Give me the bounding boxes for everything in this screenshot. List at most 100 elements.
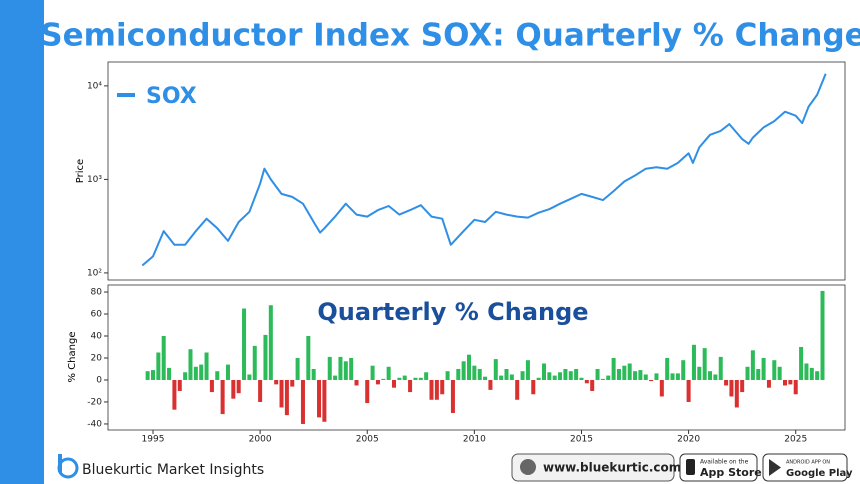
change-bar [659, 379, 664, 397]
change-bar [820, 290, 825, 380]
change-bar [247, 374, 252, 380]
change-bar [295, 357, 300, 380]
x-tick-label: 2005 [356, 435, 379, 445]
phone-icon [686, 459, 695, 475]
x-tick-label: 2000 [249, 435, 272, 445]
change-bar [397, 377, 402, 380]
google-play-button[interactable] [762, 453, 848, 482]
app-store-small: Available on the [700, 459, 749, 466]
change-bar [552, 375, 557, 380]
change-bar [472, 365, 477, 380]
change-bar [761, 357, 766, 380]
change-bar [809, 367, 814, 380]
change-bar [772, 360, 777, 380]
change-bar [236, 379, 241, 394]
app-store-big: App Store [700, 466, 762, 479]
change-bar [252, 345, 257, 380]
annotation: Quarterly % Change [317, 298, 588, 326]
change-bar [274, 379, 279, 385]
x-tick-label: 2010 [463, 435, 486, 445]
change-bar [815, 371, 820, 380]
change-bar [686, 379, 691, 402]
change-bar [145, 371, 150, 380]
change-bar [258, 379, 263, 402]
change-bar [418, 377, 423, 380]
change-bar [547, 372, 552, 380]
change-bar [381, 378, 386, 380]
change-bar [456, 368, 461, 380]
change-bar [263, 334, 268, 380]
change-bar [713, 374, 718, 380]
change-bar [327, 356, 332, 380]
change-bar [799, 347, 804, 380]
change-bar [290, 379, 295, 387]
change-bar [541, 363, 546, 380]
change-bar [317, 379, 322, 418]
change-bar [691, 344, 696, 380]
change-bar [493, 359, 498, 380]
change-bar [756, 368, 761, 380]
change-bar [708, 371, 713, 380]
change-bar [477, 368, 482, 380]
change-bar [515, 379, 520, 400]
change-bar [568, 371, 573, 380]
change-bar [729, 379, 734, 397]
price-axes [107, 61, 846, 281]
change-bar [408, 379, 413, 393]
change-bar [584, 379, 589, 384]
legend-label: SOX [146, 84, 197, 109]
change-bar [333, 375, 338, 380]
change-bar [766, 379, 771, 388]
change-bar [622, 365, 627, 380]
website-button[interactable] [511, 453, 675, 482]
change-bar [167, 367, 172, 380]
change-bar [724, 379, 729, 386]
chart-title: Semiconductor Index SOX: Quarterly % Cha… [40, 18, 860, 54]
change-bar [231, 379, 236, 399]
change-bar [161, 336, 166, 380]
change-bar [675, 373, 680, 380]
y-axis-label: Price [75, 159, 86, 183]
y-tick-label: 10³ [87, 175, 102, 185]
change-bar [595, 368, 600, 380]
change-bar [370, 365, 375, 380]
change-bar [349, 357, 354, 380]
globe-icon [520, 459, 536, 475]
change-bar [322, 379, 327, 422]
change-bar [804, 363, 809, 380]
play-icon [769, 459, 781, 476]
x-tick-label: 2020 [677, 435, 700, 445]
change-bar [375, 379, 380, 385]
google-play-small: ANDROID APP ON [786, 460, 830, 466]
change-bar [504, 368, 509, 380]
change-bar [702, 348, 707, 380]
change-bar [483, 376, 488, 380]
change-bar [579, 377, 584, 380]
change-bar [242, 308, 247, 380]
change-bar [616, 368, 621, 380]
change-bar [777, 366, 782, 380]
x-tick-label: 1995 [142, 435, 165, 445]
change-bar [225, 364, 230, 380]
change-bar [440, 379, 445, 395]
y-axis-label: % Change [67, 332, 78, 383]
y-tick-label: 10⁴ [87, 81, 102, 91]
y-tick-label: 20 [91, 353, 103, 363]
change-bar [525, 360, 530, 380]
x-tick-label: 2015 [570, 435, 593, 445]
change-bar [424, 372, 429, 380]
change-bar [402, 375, 407, 380]
change-bar [643, 374, 648, 380]
change-bar [531, 379, 536, 395]
change-bar [520, 371, 525, 380]
change-bar [204, 352, 209, 380]
change-bar [220, 379, 225, 415]
y-tick-label: 80 [91, 288, 103, 298]
change-bar [461, 361, 466, 380]
change-bar [563, 368, 568, 380]
change-bar [590, 379, 595, 391]
change-bar [750, 350, 755, 380]
app-store-button[interactable] [679, 453, 758, 482]
